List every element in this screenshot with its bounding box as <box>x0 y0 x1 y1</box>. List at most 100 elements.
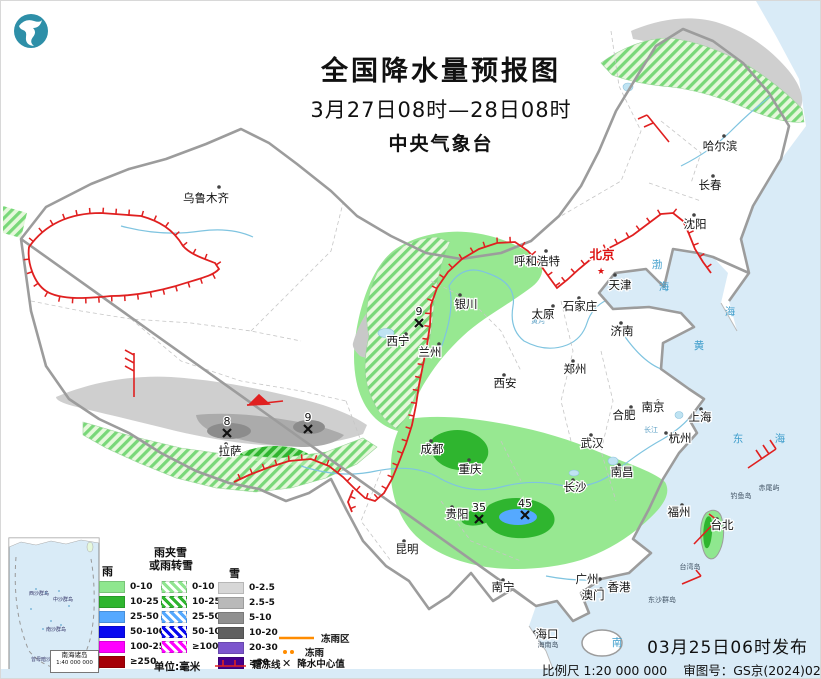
frost-line-tick <box>555 282 561 287</box>
frost-line-tick <box>313 455 318 461</box>
legend-item-label: 10-25 <box>192 597 221 607</box>
legend-item: 0-2.5 <box>218 582 278 594</box>
city-dot <box>680 503 684 507</box>
precip-center-marker: 35 <box>471 500 487 524</box>
precip-center-x-icon <box>520 510 530 520</box>
city-dot <box>458 293 462 297</box>
legend-swatch <box>99 611 125 623</box>
city-label: 沈阳 <box>684 217 707 231</box>
frost-line-xinjiang-loop <box>27 212 221 299</box>
frost-line-tick <box>28 237 34 243</box>
legend-item-label: 2.5-5 <box>249 598 275 608</box>
inset-label-box: 南海诸岛 1:40 000 000 <box>50 650 99 673</box>
frost-line-icon <box>215 660 246 667</box>
legend-swatch <box>218 627 244 639</box>
city-label: 贵阳 <box>446 507 469 521</box>
city-dot <box>692 213 696 217</box>
city-label: 南京 <box>642 400 665 414</box>
city-dot <box>467 458 471 462</box>
frost-line-tick <box>49 219 54 226</box>
minor-label: 钓鱼岛 <box>731 491 752 500</box>
legend-item-label: 50-100 <box>192 627 228 637</box>
legend-frost-line: 霜冻线 <box>214 657 281 671</box>
legend-item-label: 50-100 <box>130 627 166 637</box>
frost-line-tick <box>397 450 403 454</box>
frost-line-branch <box>347 489 354 513</box>
legend-item-label: 10-25 <box>130 597 159 607</box>
frost-line-tick <box>174 231 180 236</box>
forecast-period: 3月27日08时—28日08时 <box>310 98 572 122</box>
frost-line-tick <box>693 242 699 246</box>
precip-center-x-icon <box>474 514 484 524</box>
header: 全国降水量预报图 3月27日08时—28日08时 中央气象台 <box>241 49 641 156</box>
frost-line-tick <box>174 285 178 292</box>
city-label: 济南 <box>611 324 634 338</box>
legend-freezing-rain: 冻雨 <box>281 645 324 659</box>
city-label: 杭州 <box>669 431 692 445</box>
minor-label: 赤尾屿 <box>759 483 780 492</box>
legend-swatch <box>99 581 125 593</box>
city-label: 南宁 <box>492 580 515 594</box>
city-dot <box>577 296 581 300</box>
agency-name: 中央气象台 <box>388 133 494 155</box>
map-credits: 比例尺 1:20 000 000 审图号：GS京(2024)0236号 <box>542 660 820 678</box>
city-dot <box>571 359 575 363</box>
city-dot <box>664 431 668 435</box>
city-label: 长春 <box>699 178 722 192</box>
legend-freezing-rain-zone: 冻雨区 <box>278 631 350 645</box>
frost-line-tick <box>561 276 566 283</box>
capital-label: 北京 <box>589 247 615 262</box>
city-dot <box>619 321 623 325</box>
sleet-area-tibet <box>82 421 378 493</box>
city-dot <box>533 630 537 634</box>
city-dot <box>715 517 719 521</box>
frost-line-tick <box>635 225 641 231</box>
city-label: 兰州 <box>419 345 442 359</box>
frost-line-tick <box>706 263 712 268</box>
city-label: 海口 <box>536 627 559 641</box>
legend-item: 25-50 <box>99 611 171 623</box>
legend-item: 100-250 <box>99 641 171 653</box>
capital-star-icon: ★ <box>597 267 605 277</box>
city-label: 台北 <box>711 518 734 532</box>
legend-unit: 单位:毫米 <box>154 661 201 673</box>
legend-item-label: ≥100 <box>192 642 219 652</box>
wind-barb-icon <box>637 114 670 143</box>
legend-precip-center: ✕ 降水中心值 <box>282 656 345 671</box>
legend-item-label: 20-30 <box>249 643 278 653</box>
precip-center-value: 9 <box>416 305 423 318</box>
city-label: 太原 <box>532 307 555 321</box>
lakes <box>377 82 684 477</box>
legend-swatch-hatched <box>161 611 187 623</box>
frost-line-tick <box>458 253 463 260</box>
precip-center-marker: 45 <box>517 496 533 520</box>
legend-item-label: 25-50 <box>192 612 221 622</box>
legend-item: 2.5-5 <box>218 597 278 609</box>
legend-rain-title: 雨 <box>102 565 113 578</box>
frost-line-tick <box>199 278 203 284</box>
precip-center-markers: 9 8 9 35 45 <box>222 304 533 524</box>
foreign-coast <box>528 302 738 670</box>
freezing-rain-zone-icon <box>279 636 314 640</box>
frost-line-tick <box>580 259 586 265</box>
legend-swatch-hatched <box>161 581 187 593</box>
legend-sleet-items: 0-10 10-25 25-50 50-100 ≥100 <box>161 581 227 656</box>
frost-line-tick <box>625 232 630 238</box>
precip-center-x-icon <box>414 318 424 328</box>
inset-island-label: 西沙群岛 <box>29 590 49 597</box>
frost-line-tick <box>381 485 387 490</box>
map-scale: 比例尺 1:20 000 000 <box>542 663 668 678</box>
frost-line-tick <box>422 337 428 341</box>
legend-item-label: 10-20 <box>249 628 278 638</box>
city-dot <box>589 433 593 437</box>
sea-label: 南 <box>612 636 623 649</box>
frost-line-tick <box>141 210 145 217</box>
frost-line-tick <box>164 221 170 228</box>
wind-symbols <box>124 114 777 585</box>
legend-item-label: 0-10 <box>192 582 215 592</box>
sea-label: 黄 <box>694 339 705 352</box>
frost-line-tick <box>153 215 158 221</box>
city-dot <box>437 342 441 346</box>
sea-label: 海 <box>775 432 786 445</box>
sea-label: 海 <box>725 305 736 318</box>
